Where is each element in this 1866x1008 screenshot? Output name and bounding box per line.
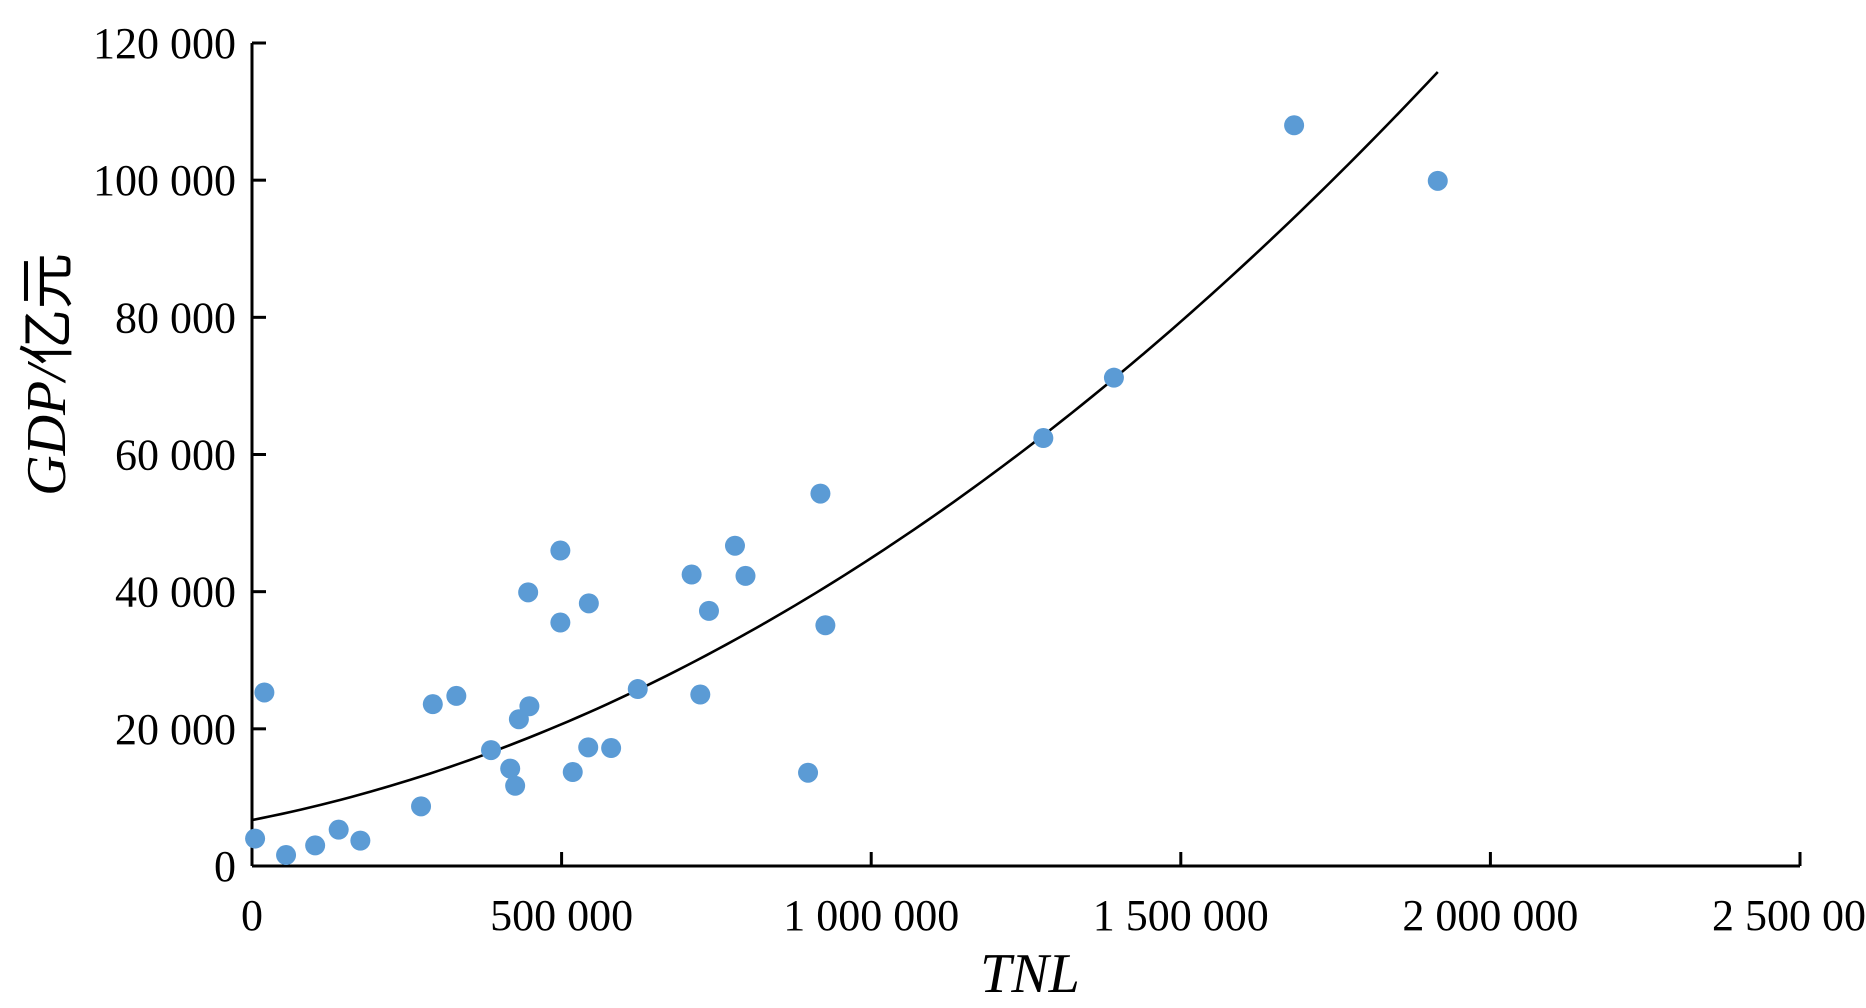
tick-labels: 0 500 000 1 000 000 1 500 000 2 000 000 2 500… bbox=[93, 19, 1866, 940]
y-axis-title: GDP/亿元 bbox=[16, 253, 81, 496]
data-point bbox=[328, 819, 349, 840]
data-point bbox=[601, 738, 622, 759]
x-tick-label: 1 000 000 bbox=[783, 891, 959, 940]
data-point bbox=[1427, 170, 1448, 191]
x-tick-label: 1 500 000 bbox=[1093, 891, 1269, 940]
y-tick-label: 60 000 bbox=[115, 431, 236, 480]
y-tick-label: 0 bbox=[214, 842, 236, 891]
data-point bbox=[724, 535, 745, 556]
x-tick-label: 0 bbox=[241, 891, 263, 940]
data-point bbox=[519, 696, 540, 717]
data-point bbox=[350, 830, 371, 851]
data-point bbox=[245, 828, 266, 849]
data-point bbox=[505, 775, 526, 796]
data-point bbox=[562, 762, 583, 783]
data-point bbox=[1033, 428, 1054, 449]
x-tick-label: 500 000 bbox=[490, 891, 633, 940]
y-tick-label: 40 000 bbox=[115, 568, 236, 617]
data-point bbox=[518, 582, 539, 603]
trendline bbox=[251, 71, 1439, 822]
data-point bbox=[1284, 115, 1305, 136]
data-point bbox=[1103, 367, 1124, 388]
data-point bbox=[305, 835, 326, 856]
tick-marks bbox=[250, 41, 1802, 868]
data-point bbox=[481, 740, 502, 761]
axes bbox=[250, 43, 1800, 868]
data-point bbox=[550, 540, 571, 561]
data-point bbox=[500, 758, 521, 779]
data-point bbox=[578, 593, 599, 614]
y-tick-label: 20 000 bbox=[115, 705, 236, 754]
data-point bbox=[810, 483, 831, 504]
y-tick-label: 100 000 bbox=[93, 156, 236, 205]
data-points bbox=[245, 115, 1448, 866]
data-point bbox=[578, 737, 599, 758]
data-point bbox=[735, 565, 756, 586]
data-point bbox=[422, 694, 443, 715]
data-point bbox=[550, 612, 571, 633]
data-point bbox=[698, 600, 719, 621]
data-point bbox=[690, 684, 711, 705]
data-point bbox=[446, 685, 467, 706]
data-point bbox=[276, 845, 297, 866]
data-point bbox=[815, 615, 836, 636]
y-tick-label: 80 000 bbox=[115, 293, 236, 342]
data-point bbox=[681, 564, 702, 585]
data-point bbox=[254, 682, 275, 703]
data-point bbox=[411, 796, 432, 817]
x-tick-label: 2 500 000 bbox=[1712, 891, 1866, 940]
data-point bbox=[627, 679, 648, 700]
trendline-layer bbox=[251, 71, 1439, 822]
x-axis-title: TNL bbox=[980, 943, 1080, 1005]
x-tick-label: 2 000 000 bbox=[1402, 891, 1578, 940]
y-tick-label: 120 000 bbox=[93, 19, 236, 68]
data-point bbox=[798, 762, 819, 783]
